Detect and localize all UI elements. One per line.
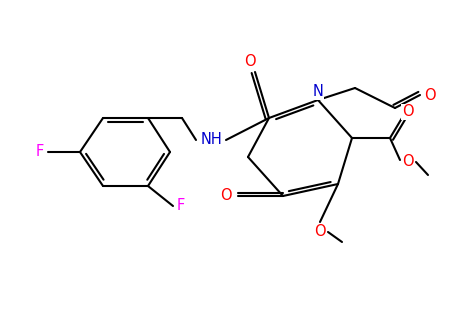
Text: N: N (312, 85, 323, 99)
Text: O: O (401, 105, 413, 120)
Text: O: O (244, 55, 255, 69)
Text: O: O (313, 224, 325, 239)
Text: NH: NH (201, 132, 223, 148)
Text: O: O (220, 189, 231, 203)
Text: O: O (423, 88, 435, 102)
Text: F: F (36, 144, 44, 160)
Text: F: F (177, 199, 185, 214)
Text: O: O (401, 154, 413, 170)
